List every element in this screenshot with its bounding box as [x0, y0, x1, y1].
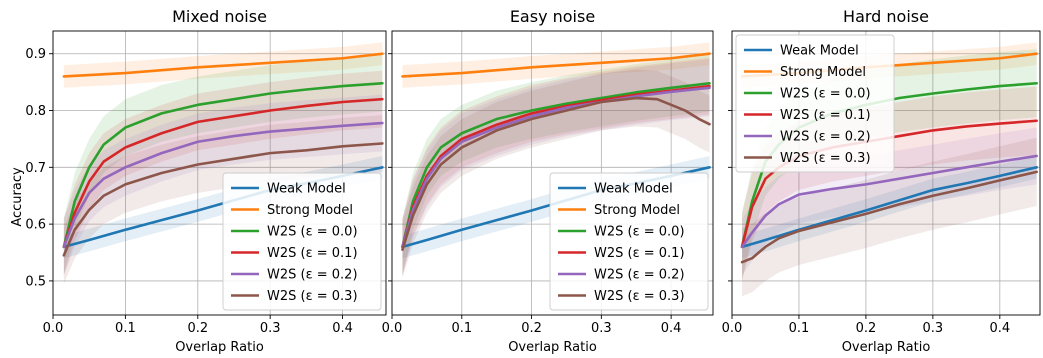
series-line-w2s-eps-0-3 [401, 96, 711, 251]
x-tick-label: 0.4 [332, 321, 353, 336]
axes-frame [731, 30, 1041, 316]
series-line-weak-model [740, 166, 1038, 249]
y-tick-label: 0.7 [25, 161, 46, 176]
band-w2s-eps-0-0 [402, 54, 710, 276]
x-tick-label: 0.2 [187, 321, 208, 336]
legend-label-w2s-eps-0-0: W2S (ε = 0.0) [594, 225, 685, 240]
legend-label-w2s-eps-0-3: W2S (ε = 0.3) [780, 151, 871, 166]
legend-label-weak-model: Weak Model [594, 182, 673, 197]
x-tick-label: 0.0 [382, 321, 403, 336]
chart-title: Mixed noise [172, 7, 267, 26]
legend-box [222, 172, 382, 311]
chart-2: 0.0 0.1 0.2 0.3 0.4 Easy noise Overlap Ratio We… [382, 7, 714, 355]
series-line-strong-model [62, 52, 384, 78]
x-axis-label: Overlap Ratio [175, 340, 264, 355]
chart-title: Easy noise [510, 7, 595, 26]
legend-label-w2s-eps-0-0: W2S (ε = 0.0) [780, 87, 871, 102]
series-line-w2s-eps-0-2 [62, 121, 384, 249]
series-line-w2s-eps-0-3 [62, 142, 384, 257]
legend-label-w2s-eps-0-2: W2S (ε = 0.2) [594, 268, 685, 283]
x-tick-label: 0.1 [115, 321, 136, 336]
band-w2s-eps-0-1 [402, 57, 710, 276]
legend-label-weak-model: Weak Model [780, 44, 859, 59]
legend-label-w2s-eps-0-1: W2S (ε = 0.1) [780, 108, 871, 123]
axes-frame [391, 30, 714, 316]
legend: Weak Model Strong Model W2S (ε = 0.0) W2S (… [735, 34, 895, 173]
x-tick-label: 0.4 [661, 321, 682, 336]
legend-label-w2s-eps-0-3: W2S (ε = 0.3) [267, 289, 358, 304]
chart-1: 0.0 0.1 0.2 0.3 0.4 0.5 0.6 0.7 0.8 0.9 Mixed nois… [25, 7, 387, 355]
y-tick-label: 0.6 [25, 218, 46, 233]
series-line-w2s-eps-0-2 [401, 86, 711, 249]
legend-label-w2s-eps-0-0: W2S (ε = 0.0) [267, 225, 358, 240]
y-tick-label: 0.5 [25, 274, 46, 289]
chart-title: Hard noise [843, 7, 929, 26]
legend: Weak Model Strong Model W2S (ε = 0.0) W2S (… [222, 172, 382, 311]
axes-frame [52, 30, 387, 316]
x-tick-label: 0.0 [722, 321, 743, 336]
band-w2s-eps-0-0 [63, 54, 383, 276]
x-tick-label: 0.2 [521, 321, 542, 336]
chart-3: 0.0 0.1 0.2 0.3 0.4 Hard noise Overlap Ratio We… [722, 7, 1041, 355]
x-tick-label: 0.3 [923, 321, 944, 336]
series-line-w2s-eps-0-2 [740, 154, 1038, 249]
y-axis-label: Accuracy [10, 167, 25, 227]
band-w2s-eps-0-1 [63, 70, 383, 276]
y-tick-label: 0.9 [25, 47, 46, 62]
x-axis-label: Overlap Ratio [508, 340, 597, 355]
band-w2s-eps-0-3 [402, 69, 710, 279]
band-w2s-eps-0-3 [742, 137, 1037, 297]
x-tick-label: 0.2 [856, 321, 877, 336]
legend-label-strong-model: Strong Model [780, 65, 866, 80]
legend-label-w2s-eps-0-3: W2S (ε = 0.3) [594, 289, 685, 304]
x-tick-label: 0.0 [43, 321, 64, 336]
series-line-w2s-eps-0-1 [62, 97, 384, 249]
legend-box [549, 172, 709, 311]
x-tick-label: 0.3 [260, 321, 281, 336]
legend-label-w2s-eps-0-2: W2S (ε = 0.2) [780, 130, 871, 145]
y-tick-label: 0.8 [25, 104, 46, 119]
panels: 0.0 0.1 0.2 0.3 0.4 0.5 0.6 0.7 0.8 0.9 Mixed nois… [25, 7, 1041, 355]
legend-box [735, 34, 895, 173]
series-line-w2s-eps-0-0 [62, 81, 384, 249]
band-w2s-eps-0-3 [63, 115, 383, 284]
x-tick-label: 0.1 [789, 321, 810, 336]
plot-area [401, 42, 711, 279]
series-line-w2s-eps-0-3 [740, 170, 1038, 264]
legend: Weak Model Strong Model W2S (ε = 0.0) W2S (… [549, 172, 709, 311]
legend-label-strong-model: Strong Model [594, 203, 680, 218]
x-axis-label: Overlap Ratio [842, 340, 931, 355]
band-w2s-eps-0-2 [402, 59, 710, 276]
series-line-w2s-eps-0-0 [401, 81, 711, 249]
legend-label-w2s-eps-0-1: W2S (ε = 0.1) [267, 246, 358, 261]
legend-label-weak-model: Weak Model [267, 182, 346, 197]
x-tick-label: 0.4 [989, 321, 1010, 336]
legend-label-strong-model: Strong Model [267, 203, 353, 218]
series-line-strong-model [401, 52, 711, 78]
legend-label-w2s-eps-0-1: W2S (ε = 0.1) [594, 246, 685, 261]
x-tick-label: 0.1 [451, 321, 472, 336]
x-tick-label: 0.3 [591, 321, 612, 336]
legend-label-w2s-eps-0-2: W2S (ε = 0.2) [267, 268, 358, 283]
